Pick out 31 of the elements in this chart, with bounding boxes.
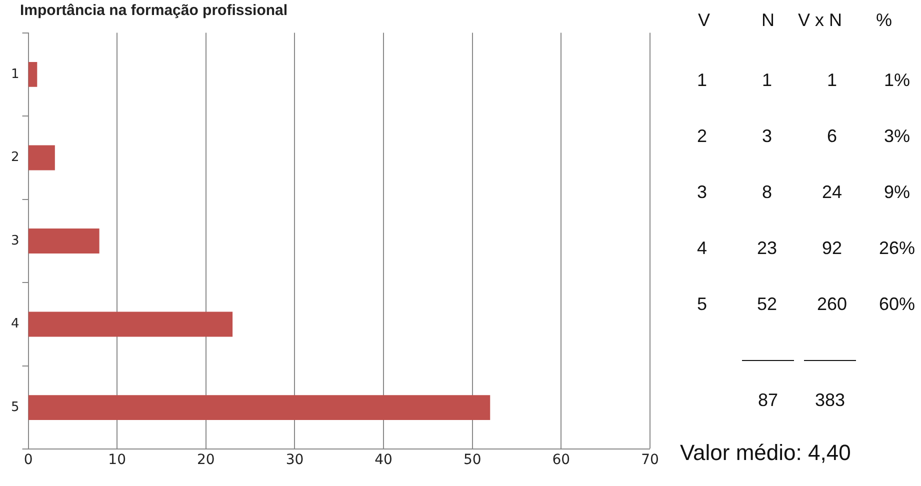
x-tick-label: 50	[463, 452, 482, 468]
text: 1 1 1 1%	[696, 70, 910, 90]
y-tick-label: 2	[10, 150, 20, 166]
text: 87	[758, 390, 778, 411]
text: V x N	[798, 10, 842, 31]
text: Valor médio: 4,40	[680, 440, 851, 466]
x-tick-label: 10	[108, 452, 126, 468]
text: 383	[814, 390, 846, 411]
bar	[28, 312, 233, 337]
text: 3 8 24 9%	[696, 182, 910, 202]
bar	[28, 395, 490, 420]
x-tick-label: 20	[196, 452, 215, 468]
bar	[28, 145, 55, 170]
text: 5 52 260 60%	[696, 294, 916, 314]
x-tick-label: 40	[374, 452, 392, 468]
text: N	[762, 10, 774, 31]
x-tick-label: 30	[286, 452, 304, 468]
y-tick-label: 5	[10, 400, 20, 415]
y-tick-label: 4	[10, 316, 20, 332]
y-tick-label: 3	[10, 233, 20, 248]
x-tick-label: 60	[552, 452, 570, 468]
text: 4 23 92 26%	[696, 238, 916, 258]
x-tick-label: 0	[24, 452, 33, 468]
bar	[28, 228, 100, 254]
x-tick-label: 70	[641, 452, 659, 468]
bar	[28, 62, 38, 87]
text: 2 3 6 3%	[696, 126, 910, 146]
text: V	[698, 10, 710, 31]
y-tick-label: 1	[10, 66, 20, 82]
text: %	[876, 10, 892, 31]
chart-title: Importância na formação profissional	[20, 2, 288, 19]
